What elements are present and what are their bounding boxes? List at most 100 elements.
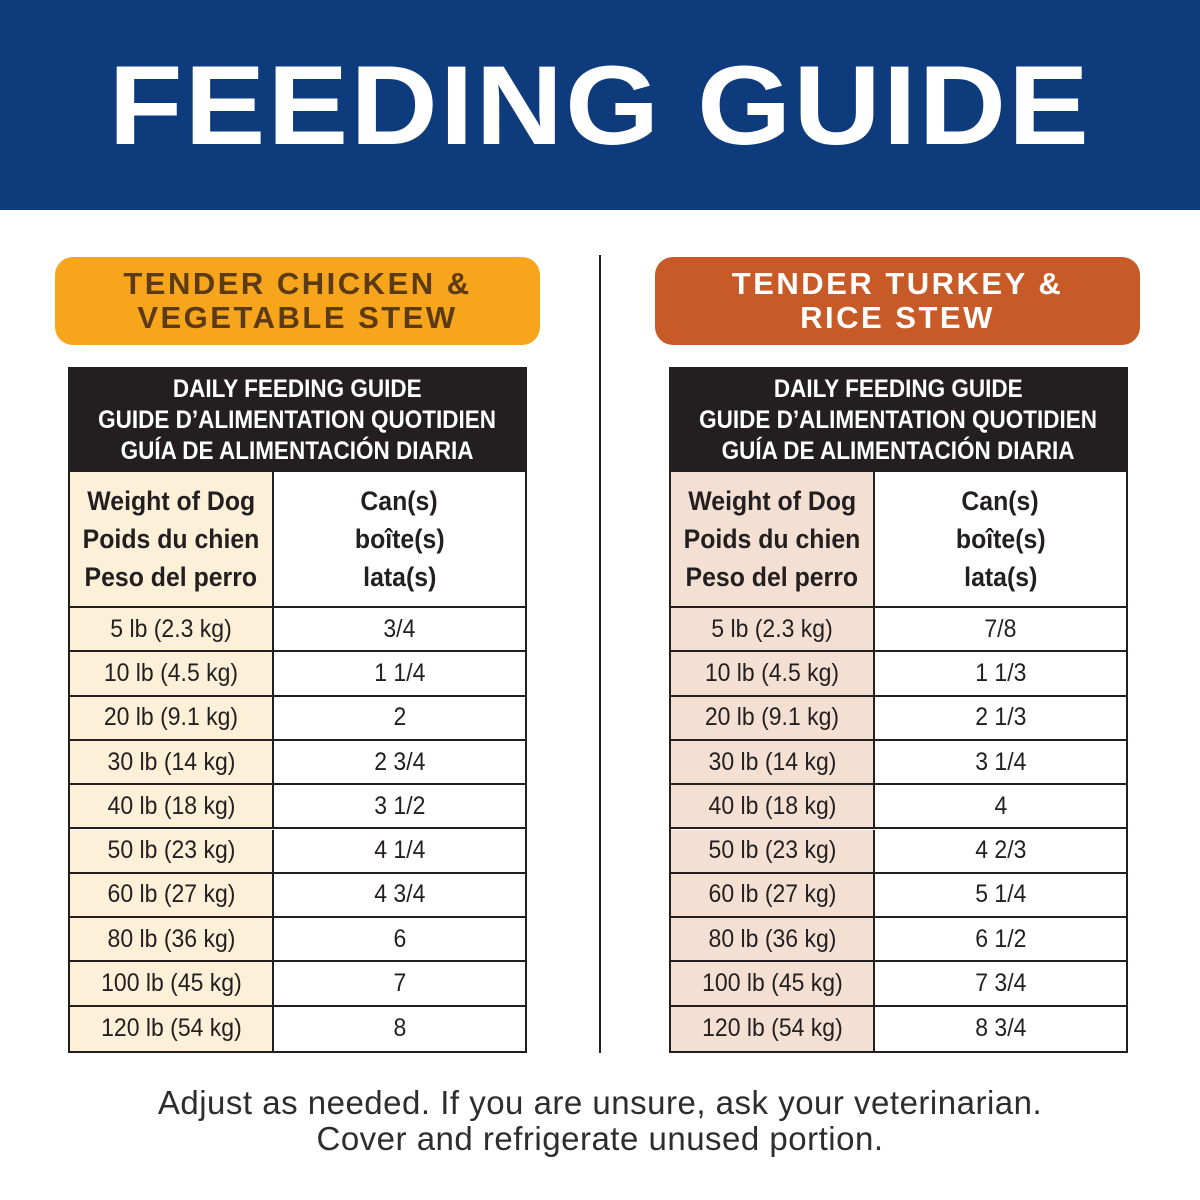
table-header: DAILY FEEDING GUIDE GUIDE D’ALIMENTATION …	[671, 369, 1126, 472]
cell-text: 7/8	[984, 614, 1017, 643]
column-header-line: Can(s)	[961, 486, 1040, 516]
cans: 4 2/3	[875, 829, 1126, 874]
cell-text: 4 3/4	[373, 880, 426, 909]
weight: 10 lb (4.5 kg)	[671, 652, 875, 697]
cans: 5 1/4	[875, 873, 1126, 919]
cell-text: 3/4	[383, 614, 416, 643]
column-header: Weight of Dog Poids du chien Peso del perr…	[70, 472, 274, 608]
product-title: TENDER CHICKEN & VEGETABLE STEW	[55, 257, 540, 345]
divider	[599, 255, 601, 1053]
title-line: TENDER CHICKEN &	[123, 266, 472, 301]
table-header: DAILY FEEDING GUIDE GUIDE D’ALIMENTATION …	[70, 369, 525, 472]
header-line: DAILY FEEDING GUIDE	[173, 375, 422, 403]
weight: 120 lb (54 kg)	[70, 1006, 274, 1051]
cell-text: 1 1/4	[373, 658, 426, 687]
header-line: GUIDE D’ALIMENTATION QUOTIDIEN	[98, 406, 497, 434]
cans: 3 1/2	[274, 785, 525, 830]
weight: 100 lb (45 kg)	[671, 962, 875, 1007]
cell-text: 10 lb (4.5 kg)	[704, 658, 840, 687]
cans: 4 1/4	[274, 829, 525, 874]
title-line: RICE STEW	[800, 300, 995, 335]
cans: 6 1/2	[875, 918, 1126, 963]
column-header: Can(s) boîte(s) lata(s)	[875, 472, 1126, 608]
cell-text: 3 1/4	[974, 747, 1027, 776]
weight: 5 lb (2.3 kg)	[671, 608, 875, 653]
cell-text: 6 1/2	[974, 924, 1027, 953]
weight: 60 lb (27 kg)	[70, 873, 274, 919]
column-header-line: boîte(s)	[354, 524, 445, 554]
cell-text: 40 lb (18 kg)	[107, 791, 235, 820]
weight: 80 lb (36 kg)	[671, 918, 875, 963]
cans: 7/8	[875, 608, 1126, 653]
weight: 5 lb (2.3 kg)	[70, 608, 274, 653]
cans: 4	[875, 785, 1126, 830]
cans: 1 1/3	[875, 652, 1126, 697]
cell-text: 50 lb (23 kg)	[107, 836, 235, 865]
weight: 20 lb (9.1 kg)	[70, 696, 274, 741]
header-line: GUÍA DE ALIMENTACIÓN DIARIA	[722, 437, 1075, 465]
cans: 6	[274, 918, 525, 963]
product-title: TENDER TURKEY & RICE STEW	[655, 257, 1140, 345]
weight: 40 lb (18 kg)	[70, 785, 274, 830]
column-header-line: Peso del perro	[685, 562, 859, 592]
cell-text: 50 lb (23 kg)	[708, 836, 836, 865]
cell-text: 4 2/3	[974, 836, 1027, 865]
header-line: DAILY FEEDING GUIDE	[774, 375, 1023, 403]
cell-text: 8 3/4	[974, 1014, 1027, 1043]
column-header: Can(s) boîte(s) lata(s)	[274, 472, 525, 608]
cell-text: 30 lb (14 kg)	[708, 747, 836, 776]
cell-text: 6	[393, 924, 406, 953]
weight: 30 lb (14 kg)	[671, 740, 875, 786]
header-line: GUÍA DE ALIMENTACIÓN DIARIA	[121, 437, 474, 465]
cans: 8	[274, 1006, 525, 1051]
header-line: GUIDE D’ALIMENTATION QUOTIDIEN	[699, 406, 1098, 434]
title-line: VEGETABLE STEW	[137, 300, 458, 335]
weight: 50 lb (23 kg)	[671, 829, 875, 874]
cell-text: 7	[393, 969, 406, 998]
column-header-line: Poids du chien	[683, 524, 861, 554]
footer: Adjust as needed. If you are unsure, ask…	[0, 1085, 1200, 1157]
cell-text: 20 lb (9.1 kg)	[704, 703, 840, 732]
cell-text: 60 lb (27 kg)	[107, 880, 235, 909]
cans: 3/4	[274, 608, 525, 653]
cell-text: 20 lb (9.1 kg)	[103, 703, 239, 732]
column-header-line: Can(s)	[360, 486, 439, 516]
cell-text: 2 1/3	[974, 703, 1027, 732]
cell-text: 4 1/4	[373, 836, 426, 865]
cell-text: 5 lb (2.3 kg)	[110, 614, 232, 643]
header-banner: FEEDING GUIDE	[0, 0, 1200, 210]
weight: 40 lb (18 kg)	[671, 785, 875, 830]
cell-text: 5 1/4	[974, 880, 1027, 909]
cans: 2 1/3	[875, 696, 1126, 741]
cell-text: 1 1/3	[974, 658, 1027, 687]
column-header-line: lata(s)	[362, 562, 437, 592]
footer-line: Adjust as needed. If you are unsure, ask…	[157, 1084, 1043, 1121]
cans: 7	[274, 962, 525, 1007]
column-header-line: Poids du chien	[82, 524, 260, 554]
cell-text: 120 lb (54 kg)	[701, 1014, 843, 1043]
weight: 120 lb (54 kg)	[671, 1006, 875, 1051]
weight: 30 lb (14 kg)	[70, 740, 274, 786]
cans: 4 3/4	[274, 873, 525, 919]
weight: 10 lb (4.5 kg)	[70, 652, 274, 697]
weight: 50 lb (23 kg)	[70, 829, 274, 874]
cell-text: 7 3/4	[974, 969, 1027, 998]
weight: 60 lb (27 kg)	[671, 873, 875, 919]
column-header: Weight of Dog Poids du chien Peso del perr…	[671, 472, 875, 608]
cell-text: 30 lb (14 kg)	[107, 747, 235, 776]
cans: 2	[274, 696, 525, 741]
cell-text: 40 lb (18 kg)	[708, 791, 836, 820]
column-header-line: Weight of Dog	[87, 486, 255, 516]
cans: 8 3/4	[875, 1006, 1126, 1051]
weight: 80 lb (36 kg)	[70, 918, 274, 963]
feeding-table: DAILY FEEDING GUIDE GUIDE D’ALIMENTATION …	[68, 367, 527, 1053]
weight: 20 lb (9.1 kg)	[671, 696, 875, 741]
cell-text: 10 lb (4.5 kg)	[103, 658, 239, 687]
cell-text: 5 lb (2.3 kg)	[711, 614, 833, 643]
weight: 100 lb (45 kg)	[70, 962, 274, 1007]
cans: 2 3/4	[274, 740, 525, 786]
cell-text: 80 lb (36 kg)	[107, 924, 235, 953]
cans: 3 1/4	[875, 740, 1126, 786]
feeding-table: DAILY FEEDING GUIDE GUIDE D’ALIMENTATION …	[669, 367, 1128, 1053]
